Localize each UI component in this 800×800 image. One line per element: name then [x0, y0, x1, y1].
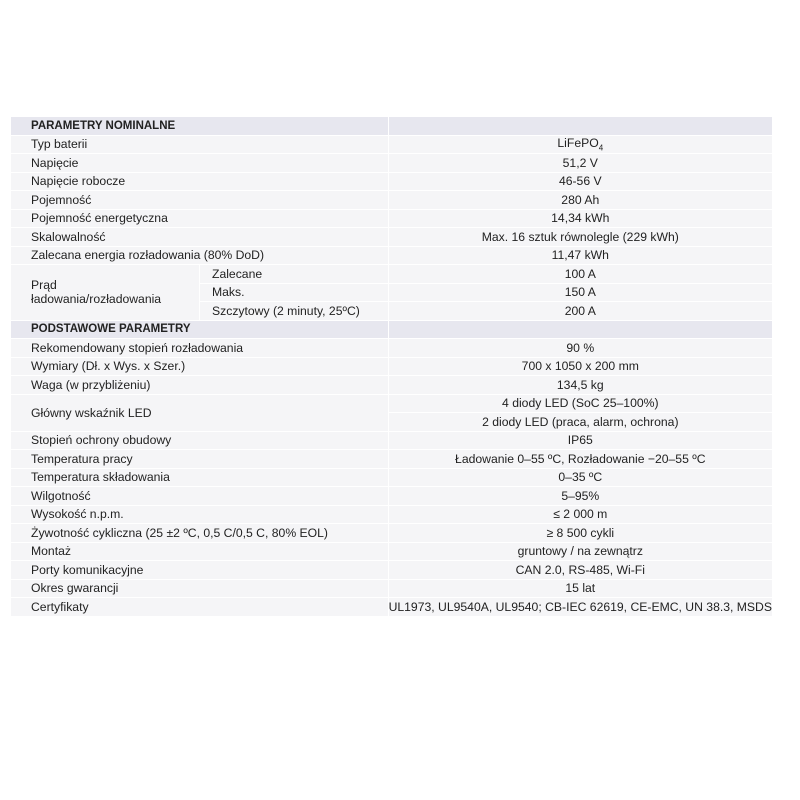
table-row: Szczytowy (2 minuty, 25ºC) 200 A: [11, 301, 774, 321]
table-row: Zalecana energia rozładowania (80% DoD) 1…: [10, 245, 774, 265]
spec-label: Rekomendowany stopień rozładowania: [10, 338, 389, 358]
section-header: PARAMETRY NOMINALNE: [10, 116, 774, 136]
spec-label: Porty komunikacyjne: [10, 560, 389, 580]
spec-label: Żywotność cykliczna (25 ±2 ºC, 0,5 C/0,5…: [10, 523, 389, 543]
spec-value: Ładowanie 0–55 ºC, Rozładowanie −20–55 º…: [387, 449, 774, 469]
table-row: Montaż gruntowy / na zewnątrz: [10, 541, 774, 561]
spec-label: Pojemność: [10, 190, 389, 210]
table-row: Temperatura składowania 0–35 ºC: [10, 467, 774, 487]
section-header: PODSTAWOWE PARAMETRY: [10, 319, 774, 339]
spec-label: Okres gwarancji: [10, 578, 389, 598]
spec-value: Max. 16 sztuk równolegle (229 kWh): [387, 227, 774, 247]
table-row: Porty komunikacyjne CAN 2.0, RS-485, Wi-F…: [10, 560, 774, 580]
spec-label: Napięcie robocze: [10, 171, 389, 191]
table-row: Rekomendowany stopień rozładowania 90 %: [10, 338, 774, 358]
table-row: Pojemność 280 Ah: [10, 190, 774, 210]
table-row: Typ baterii LiFePO4: [10, 134, 774, 154]
spec-value: LiFePO4: [387, 134, 774, 154]
spec-label: Temperatura składowania: [10, 467, 389, 487]
spec-value: 150 A: [387, 282, 774, 302]
table-row: Okres gwarancji 15 lat: [10, 578, 774, 598]
subscript: 4: [598, 143, 604, 153]
spec-value: 100 A: [387, 264, 774, 284]
table-row: Wysokość n.p.m. ≤ 2 000 m: [10, 504, 774, 524]
spec-value: 15 lat: [387, 578, 774, 598]
table-row: Maks. 150 A: [11, 282, 774, 302]
spec-value: 11,47 kWh: [387, 245, 774, 265]
spec-value: 700 x 1050 x 200 mm: [387, 356, 774, 376]
spec-label: Maks.: [199, 282, 389, 302]
group-label-line2: ładowania/rozładowania: [31, 292, 162, 307]
spec-value: 51,2 V: [387, 153, 774, 173]
table-row: 2 diody LED (praca, alarm, ochrona): [11, 412, 774, 432]
spec-label: Wymiary (Dł. x Wys. x Szer.): [10, 356, 389, 376]
spec-value: ≥ 8 500 cykli: [387, 523, 774, 543]
group-label: Prąd ładowania/rozładowania: [10, 264, 200, 321]
table-row: Pojemność energetyczna 14,34 kWh: [10, 208, 774, 228]
table-row: Żywotność cykliczna (25 ±2 ºC, 0,5 C/0,5…: [10, 523, 774, 543]
spec-value: 200 A: [387, 301, 774, 321]
table-row: Główny wskaźnik LED 4 diody LED (SoC 25–1…: [10, 393, 774, 432]
spec-value: 0–35 ºC: [387, 467, 774, 487]
spec-value: 2 diody LED (praca, alarm, ochrona): [387, 412, 774, 432]
spec-value: CAN 2.0, RS-485, Wi-Fi: [387, 560, 774, 580]
spec-label: Stopień ochrony obudowy: [10, 430, 389, 450]
spec-label: Szczytowy (2 minuty, 25ºC): [199, 301, 389, 321]
spec-label: Zalecane: [199, 264, 389, 284]
section-title: PODSTAWOWE PARAMETRY: [10, 319, 389, 339]
table-row: Napięcie robocze 46-56 V: [10, 171, 774, 191]
spec-label: Główny wskaźnik LED: [10, 393, 389, 432]
spec-label: Montaż: [10, 541, 389, 561]
group-label-line1: Prąd: [31, 278, 57, 293]
spec-label: Pojemność energetyczna: [10, 208, 389, 228]
section-header-blank: [387, 116, 774, 136]
spec-value: 134,5 kg: [387, 375, 774, 395]
table-row: Temperatura pracy Ładowanie 0–55 ºC, Rozł…: [10, 449, 774, 469]
spec-value: 4 diody LED (SoC 25–100%): [387, 393, 774, 413]
table-row: Wymiary (Dł. x Wys. x Szer.) 700 x 1050 x…: [10, 356, 774, 376]
spec-value: 14,34 kWh: [387, 208, 774, 228]
table-row: Waga (w przybliżeniu) 134,5 kg: [10, 375, 774, 395]
spec-label: Napięcie: [10, 153, 389, 173]
table-row: Prąd ładowania/rozładowania Zalecane 100 A: [10, 264, 774, 321]
spec-value: gruntowy / na zewnątrz: [387, 541, 774, 561]
spec-value: 46-56 V: [387, 171, 774, 191]
table-row: Wilgotność 5–95%: [10, 486, 774, 506]
spec-value: 280 Ah: [387, 190, 774, 210]
spec-label: Zalecana energia rozładowania (80% DoD): [10, 245, 389, 265]
section-title: PARAMETRY NOMINALNE: [10, 116, 389, 136]
spec-label: Wysokość n.p.m.: [10, 504, 389, 524]
table-row: Stopień ochrony obudowy IP65: [10, 430, 774, 450]
section-header-blank: [387, 319, 774, 339]
spec-label: Typ baterii: [10, 134, 389, 154]
spec-value: UL1973, UL9540A, UL9540; CB-IEC 62619, C…: [387, 597, 774, 617]
spec-label: Certyfikaty: [10, 597, 389, 617]
table-row: Skalowalność Max. 16 sztuk równolegle (22…: [10, 227, 774, 247]
table-row: Certyfikaty UL1973, UL9540A, UL9540; CB-I…: [10, 597, 774, 617]
spec-value: ≤ 2 000 m: [387, 504, 774, 524]
spec-label: Skalowalność: [10, 227, 389, 247]
table-row: Napięcie 51,2 V: [10, 153, 774, 173]
spec-label: Temperatura pracy: [10, 449, 389, 469]
spec-value: 5–95%: [387, 486, 774, 506]
spec-value: IP65: [387, 430, 774, 450]
spec-label: Wilgotność: [10, 486, 389, 506]
spec-value: 90 %: [387, 338, 774, 358]
spec-table: PARAMETRY NOMINALNE Typ baterii LiFePO4 Nap…: [10, 116, 774, 617]
spec-label: Waga (w przybliżeniu): [10, 375, 389, 395]
